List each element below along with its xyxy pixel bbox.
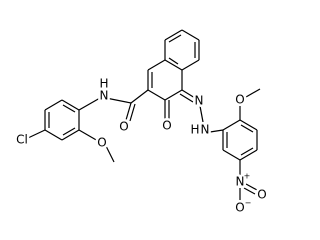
atom-label: Cl (16, 133, 28, 147)
atom-label: O (235, 93, 244, 107)
charge: + (244, 172, 251, 181)
structure-diagram: Cl N H O O O N N H O N + O O − (14, 29, 270, 217)
atom-label: N (236, 175, 245, 189)
atom-label: O (119, 120, 128, 134)
atom-label: H (99, 77, 108, 91)
atom-label: O (257, 188, 266, 202)
atom-label: N (201, 123, 210, 137)
atom-label: O (162, 119, 171, 133)
charge: − (245, 199, 252, 208)
atom-label: N (195, 94, 204, 108)
atom-label: N (100, 89, 109, 103)
bonds (27, 29, 261, 202)
atom-label: H (190, 123, 199, 137)
atom-label: O (235, 201, 244, 215)
atom-labels: Cl N H O O O N N H O N + O O − (14, 74, 270, 217)
atom-label: O (97, 136, 106, 150)
